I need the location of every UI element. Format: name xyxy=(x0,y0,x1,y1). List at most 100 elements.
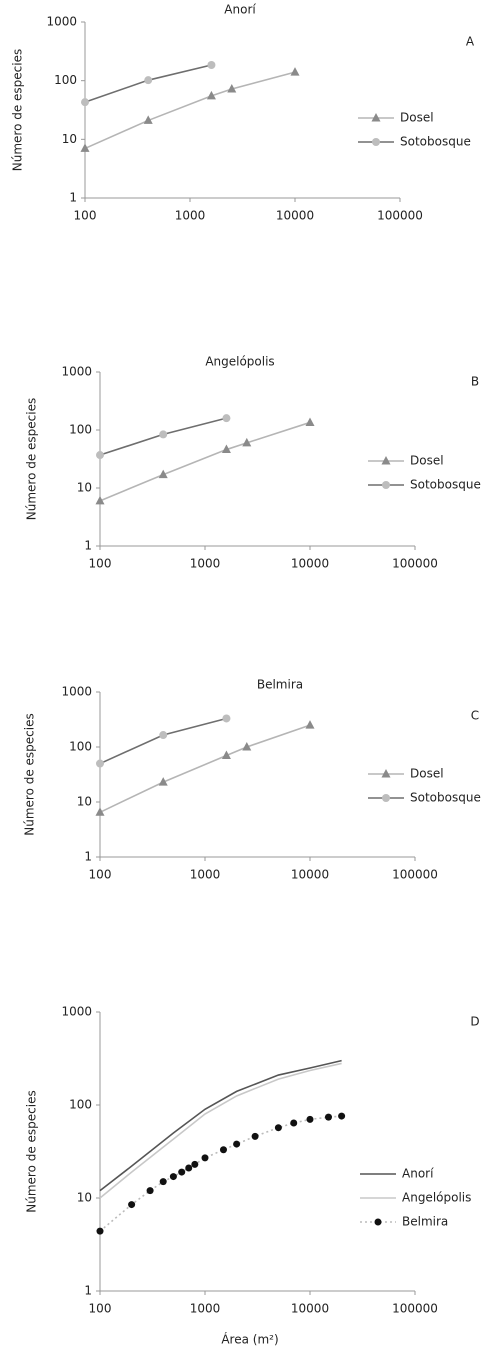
marker xyxy=(382,481,390,489)
marker xyxy=(233,1140,241,1148)
legend-label: Anorí xyxy=(402,1167,434,1181)
marker xyxy=(191,1160,199,1168)
marker xyxy=(221,444,231,454)
marker xyxy=(381,456,391,465)
marker xyxy=(178,1168,186,1176)
chart-title: Angelópolis xyxy=(205,355,274,369)
marker xyxy=(96,1227,104,1235)
y-tick-label: 1000 xyxy=(61,365,92,379)
chart-title: Anorí xyxy=(224,3,256,17)
y-tick-label: 100 xyxy=(54,73,77,87)
marker xyxy=(158,469,168,479)
series-line xyxy=(99,717,227,765)
y-tick-label: 100 xyxy=(69,1098,92,1112)
marker xyxy=(242,437,252,447)
marker xyxy=(159,430,168,439)
marker xyxy=(371,113,381,122)
marker xyxy=(80,143,90,152)
marker xyxy=(96,759,104,768)
marker xyxy=(95,495,105,505)
x-tick-label: 100000 xyxy=(392,557,438,571)
marker xyxy=(144,76,153,85)
legend-label: Belmira xyxy=(402,1215,448,1229)
marker xyxy=(290,1119,298,1127)
x-tick-label: 1000 xyxy=(190,557,221,571)
marker xyxy=(169,1173,177,1181)
y-tick-label: 10 xyxy=(77,795,92,809)
marker xyxy=(290,67,300,76)
x-tick-label: 100 xyxy=(89,1302,112,1316)
marker xyxy=(381,769,391,778)
marker xyxy=(185,1164,193,1172)
marker xyxy=(159,731,168,740)
legend-label: Dosel xyxy=(410,454,444,468)
y-tick-label: 10 xyxy=(77,481,92,495)
panel-label: A xyxy=(466,35,475,49)
chart-title: Belmira xyxy=(257,678,303,692)
marker xyxy=(146,1187,154,1195)
x-tick-label: 100000 xyxy=(392,1302,438,1316)
marker xyxy=(221,750,231,760)
y-tick-label: 1 xyxy=(84,539,92,553)
marker xyxy=(274,1124,282,1132)
legend-label: Dosel xyxy=(410,767,444,781)
marker xyxy=(372,138,380,146)
marker xyxy=(305,720,315,729)
y-axis-label: Número de especies xyxy=(25,398,39,521)
y-tick-label: 1 xyxy=(69,191,77,205)
y-tick-label: 1000 xyxy=(46,15,77,29)
marker xyxy=(382,794,390,802)
x-tick-label: 100 xyxy=(89,557,112,571)
marker xyxy=(374,1218,382,1226)
marker xyxy=(201,1154,209,1162)
marker xyxy=(306,1115,314,1123)
series-line xyxy=(99,1059,342,1192)
x-tick-label: 100 xyxy=(89,868,112,882)
marker xyxy=(81,98,89,107)
x-tick-label: 10000 xyxy=(276,209,314,223)
legend-label: Sotobosque xyxy=(410,478,481,492)
x-tick-label: 10000 xyxy=(291,1302,329,1316)
x-tick-label: 10000 xyxy=(291,557,329,571)
x-tick-label: 100 xyxy=(74,209,97,223)
y-tick-label: 100 xyxy=(69,740,92,754)
x-tick-label: 100000 xyxy=(392,868,438,882)
panel-label: C xyxy=(471,709,479,723)
marker xyxy=(219,1146,227,1154)
x-tick-label: 1000 xyxy=(190,1302,221,1316)
marker xyxy=(128,1201,136,1209)
marker xyxy=(324,1113,332,1121)
series-line xyxy=(99,421,311,502)
series-line xyxy=(99,1115,342,1232)
legend-label: Sotobosque xyxy=(400,135,471,149)
marker xyxy=(242,742,252,751)
panel-label: D xyxy=(470,1015,479,1029)
x-tick-label: 10000 xyxy=(291,868,329,882)
marker xyxy=(305,417,315,426)
x-tick-label: 1000 xyxy=(175,209,206,223)
legend-label: Angelópolis xyxy=(402,1191,471,1205)
series-line xyxy=(84,71,296,150)
marker xyxy=(159,1178,167,1186)
y-tick-label: 1000 xyxy=(61,685,92,699)
y-tick-label: 10 xyxy=(62,132,77,146)
y-tick-label: 100 xyxy=(69,423,92,437)
legend-label: Dosel xyxy=(400,111,434,125)
y-tick-label: 1000 xyxy=(61,1005,92,1019)
marker xyxy=(206,90,216,100)
marker xyxy=(96,451,104,460)
y-axis-label: Número de especies xyxy=(25,1090,39,1213)
panel-label: B xyxy=(471,375,479,389)
y-axis-label: Número de especies xyxy=(11,49,25,172)
y-tick-label: 1 xyxy=(84,850,92,864)
y-tick-label: 1 xyxy=(84,1284,92,1298)
series-line xyxy=(99,724,311,814)
x-axis-label: Área (m²) xyxy=(221,1332,278,1347)
legend-label: Sotobosque xyxy=(410,791,481,805)
marker xyxy=(158,777,168,786)
marker xyxy=(95,807,105,816)
marker xyxy=(222,714,231,723)
y-tick-label: 10 xyxy=(77,1191,92,1205)
series-line xyxy=(99,1062,342,1199)
